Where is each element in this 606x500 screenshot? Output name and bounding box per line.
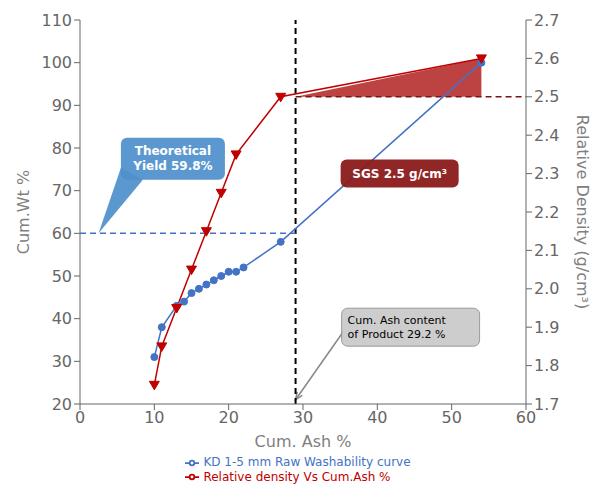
- svg-text:50: 50: [52, 267, 72, 286]
- svg-text:100: 100: [41, 53, 72, 72]
- svg-text:2.1: 2.1: [534, 241, 559, 260]
- svg-text:60: 60: [52, 224, 72, 243]
- svg-text:TheoreticalYield 59.8%: TheoreticalYield 59.8%: [132, 144, 212, 173]
- svg-text:Cum.Wt %: Cum.Wt %: [14, 170, 33, 254]
- svg-text:40: 40: [367, 408, 387, 427]
- svg-text:2.4: 2.4: [534, 126, 559, 145]
- svg-text:90: 90: [52, 96, 72, 115]
- svg-text:Cum. Ash contentof Product 29.: Cum. Ash contentof Product 29.2 %: [348, 314, 447, 341]
- svg-text:60: 60: [515, 408, 537, 428]
- svg-text:10: 10: [144, 408, 164, 427]
- svg-text:110: 110: [41, 11, 72, 30]
- svg-text:50: 50: [441, 408, 461, 427]
- svg-text:SGS 2.5 g/cm³: SGS 2.5 g/cm³: [352, 167, 447, 181]
- svg-text:20: 20: [218, 408, 238, 427]
- svg-text:1.9: 1.9: [534, 318, 559, 337]
- html-text:KD 1-5 mm Raw Washability curv: KD 1-5 mm Raw Washability curve: [203, 455, 411, 469]
- svg-text:0: 0: [75, 408, 85, 427]
- svg-text:2.0: 2.0: [534, 279, 559, 298]
- svg-text:2.3: 2.3: [534, 164, 559, 183]
- svg-text:2.7: 2.7: [534, 11, 559, 30]
- svg-text:30: 30: [293, 408, 313, 427]
- svg-text:20: 20: [52, 395, 72, 414]
- svg-text:70: 70: [52, 181, 72, 200]
- svg-text:1.8: 1.8: [534, 356, 559, 375]
- svg-text:2.2: 2.2: [534, 203, 559, 222]
- svg-text:2.5: 2.5: [534, 87, 559, 106]
- svg-text:80: 80: [52, 139, 72, 158]
- svg-text:Relative Density (g/cm³): Relative Density (g/cm³): [573, 115, 592, 309]
- svg-text:1.7: 1.7: [534, 395, 559, 414]
- svg-text:2.6: 2.6: [534, 49, 559, 68]
- svg-text:Cum. Ash %: Cum. Ash %: [255, 432, 352, 451]
- html-text:Relative density Vs Cum.Ash %: Relative density Vs Cum.Ash %: [203, 469, 391, 484]
- svg-text:30: 30: [52, 352, 72, 371]
- svg-text:40: 40: [52, 309, 72, 328]
